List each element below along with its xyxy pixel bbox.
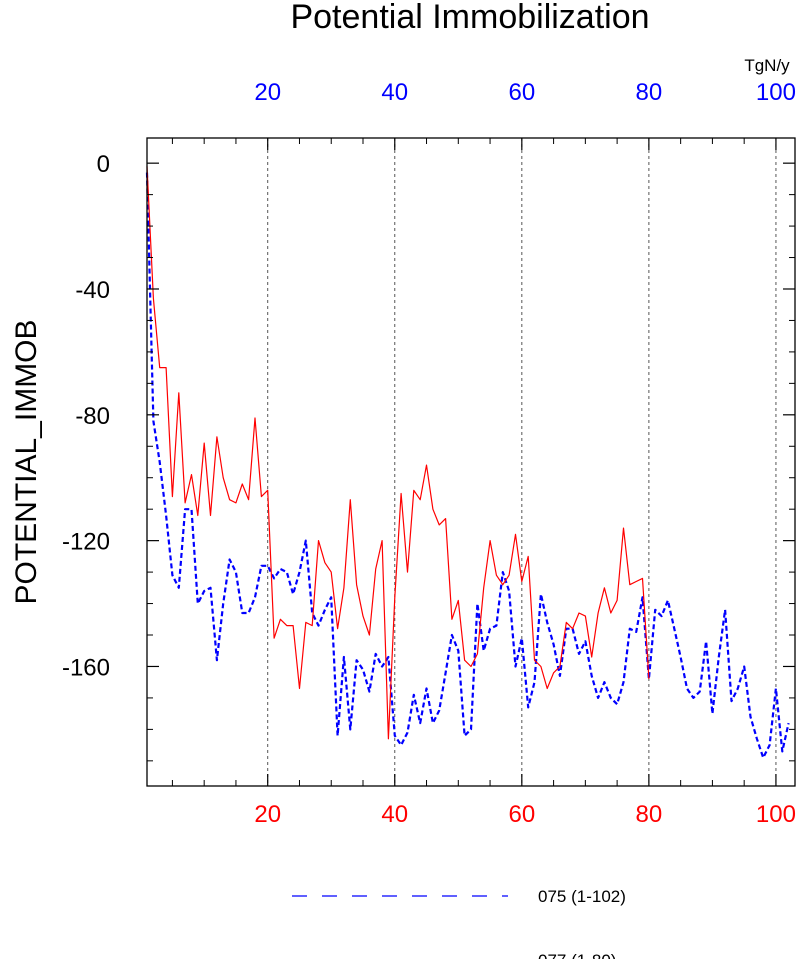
top-x-tick-label: 60 <box>508 79 535 106</box>
y-axis-label: POTENTIAL_IMMOB <box>10 319 43 604</box>
top-x-tick-label: 80 <box>636 79 663 106</box>
y-tick-label: -160 <box>62 654 110 681</box>
legend: 075 (1-102) 077 (1-80) <box>292 887 626 959</box>
x-tick-label: 20 <box>254 801 281 828</box>
series-line <box>146 166 650 740</box>
top-x-tick-label: 100 <box>756 79 796 106</box>
x-tick-label: 80 <box>636 801 663 828</box>
top-axis-units: TgN/y <box>744 56 790 75</box>
top-x-tick-label: 20 <box>254 79 281 106</box>
series-line <box>145 172 790 759</box>
y-tick-label: -40 <box>75 277 110 304</box>
y-tick-label: -120 <box>62 529 110 556</box>
plot-frame <box>146 137 796 787</box>
y-tick-label: 0 <box>97 151 110 178</box>
chart-title: Potential Immobilization <box>290 0 649 36</box>
x-tick-label: 60 <box>508 801 535 828</box>
x-tick-label: 100 <box>756 801 796 828</box>
x-tick-label: 40 <box>381 801 408 828</box>
axes: 20 40 60 80 100 20 40 60 80 100 0 -40 -80 -120 -160 <box>62 79 796 828</box>
top-x-tick-label: 40 <box>381 79 408 106</box>
legend-label: 075 (1-102) <box>538 887 626 906</box>
grid <box>267 138 777 786</box>
legend-label: 077 (1-80) <box>538 951 616 959</box>
series-lines <box>145 166 790 759</box>
y-tick-label: -80 <box>75 403 110 430</box>
